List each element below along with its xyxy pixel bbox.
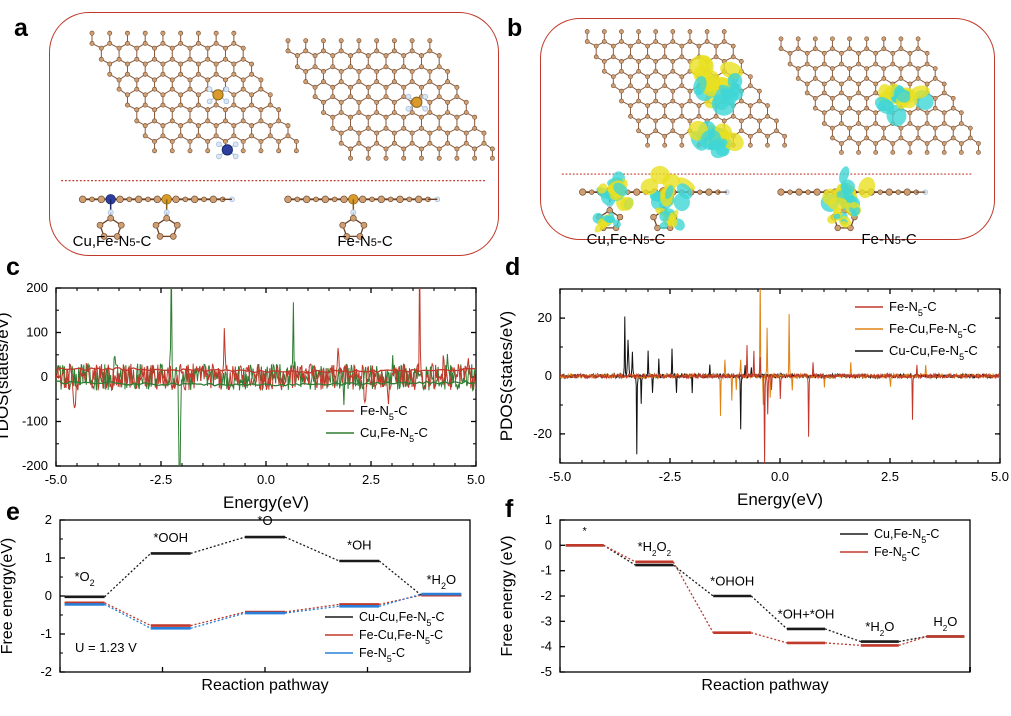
svg-text:2.5: 2.5: [881, 469, 899, 484]
svg-text:-4: -4: [540, 639, 552, 654]
svg-text:1: 1: [45, 550, 52, 565]
svg-text:0: 0: [45, 588, 52, 603]
svg-text:Fe-N5-C: Fe-N5-C: [359, 646, 405, 664]
svg-text:0.0: 0.0: [257, 472, 275, 487]
svg-text:2: 2: [45, 512, 52, 527]
svg-text:-2: -2: [540, 588, 552, 603]
svg-text:*: *: [582, 526, 587, 538]
svg-text:Reaction pathway: Reaction pathway: [701, 677, 828, 694]
svg-text:Fe-Cu,Fe-N5-C: Fe-Cu,Fe-N5-C: [889, 321, 976, 340]
svg-text:Cu-Cu,Fe-N5-C: Cu-Cu,Fe-N5-C: [889, 343, 978, 362]
svg-text:Fe-Cu,Fe-N5-C: Fe-Cu,Fe-N5-C: [359, 628, 443, 646]
svg-text:-5.0: -5.0: [549, 469, 571, 484]
svg-text:100: 100: [26, 325, 48, 340]
svg-text:Fe-N5-C: Fe-N5-C: [360, 403, 408, 422]
svg-text:H2O: H2O: [933, 614, 957, 633]
svg-text:*O: *O: [257, 513, 272, 528]
svg-text:*OH+*OH: *OH+*OH: [778, 606, 835, 621]
svg-text:Fe-N5-C: Fe-N5-C: [874, 545, 920, 563]
svg-text:-3: -3: [540, 613, 552, 628]
svg-text:TDOS(states/eV): TDOS(states/eV): [0, 312, 12, 441]
svg-text:5.0: 5.0: [991, 469, 1009, 484]
svg-text:*H2O: *H2O: [865, 619, 894, 638]
svg-text:-5.0: -5.0: [45, 472, 67, 487]
svg-text:Reaction pathway: Reaction pathway: [201, 677, 328, 694]
svg-text:-1: -1: [40, 626, 52, 641]
svg-text:-2.5: -2.5: [150, 472, 172, 487]
svg-text:-100: -100: [22, 414, 48, 429]
svg-text:20: 20: [538, 310, 552, 325]
svg-text:U = 1.23 V: U = 1.23 V: [75, 640, 137, 655]
svg-text:-2.5: -2.5: [659, 469, 681, 484]
svg-text:0: 0: [545, 537, 552, 552]
svg-text:*OOH: *OOH: [153, 530, 188, 545]
svg-text:Cu,Fe-N5-C: Cu,Fe-N5-C: [874, 527, 939, 545]
svg-text:Free energy (eV): Free energy (eV): [500, 536, 516, 657]
svg-text:0: 0: [545, 368, 552, 383]
svg-text:5.0: 5.0: [467, 472, 485, 487]
svg-text:1: 1: [545, 512, 552, 527]
svg-text:-200: -200: [22, 458, 48, 473]
svg-text:0: 0: [41, 369, 48, 384]
svg-text:*O2: *O2: [75, 569, 95, 588]
svg-text:-5: -5: [540, 664, 552, 679]
svg-text:-2: -2: [40, 664, 52, 679]
svg-text:2.5: 2.5: [362, 472, 380, 487]
svg-text:-20: -20: [533, 426, 552, 441]
svg-text:*H2O2: *H2O2: [638, 539, 672, 558]
svg-text:PDOS(states/eV): PDOS(states/eV): [500, 311, 516, 441]
svg-text:*OH: *OH: [347, 538, 372, 553]
svg-text:-1: -1: [540, 563, 552, 578]
svg-text:*OHOH: *OHOH: [710, 573, 754, 588]
svg-text:Free energy(eV): Free energy(eV): [0, 538, 16, 655]
svg-text:Fe-N5-C: Fe-N5-C: [889, 299, 937, 318]
svg-text:Cu,Fe-N5-C: Cu,Fe-N5-C: [360, 425, 428, 444]
svg-text:0.0: 0.0: [771, 469, 789, 484]
svg-text:*H2O: *H2O: [427, 572, 457, 591]
svg-text:Cu-Cu,Fe-N5-C: Cu-Cu,Fe-N5-C: [359, 610, 445, 628]
svg-text:200: 200: [26, 280, 48, 295]
